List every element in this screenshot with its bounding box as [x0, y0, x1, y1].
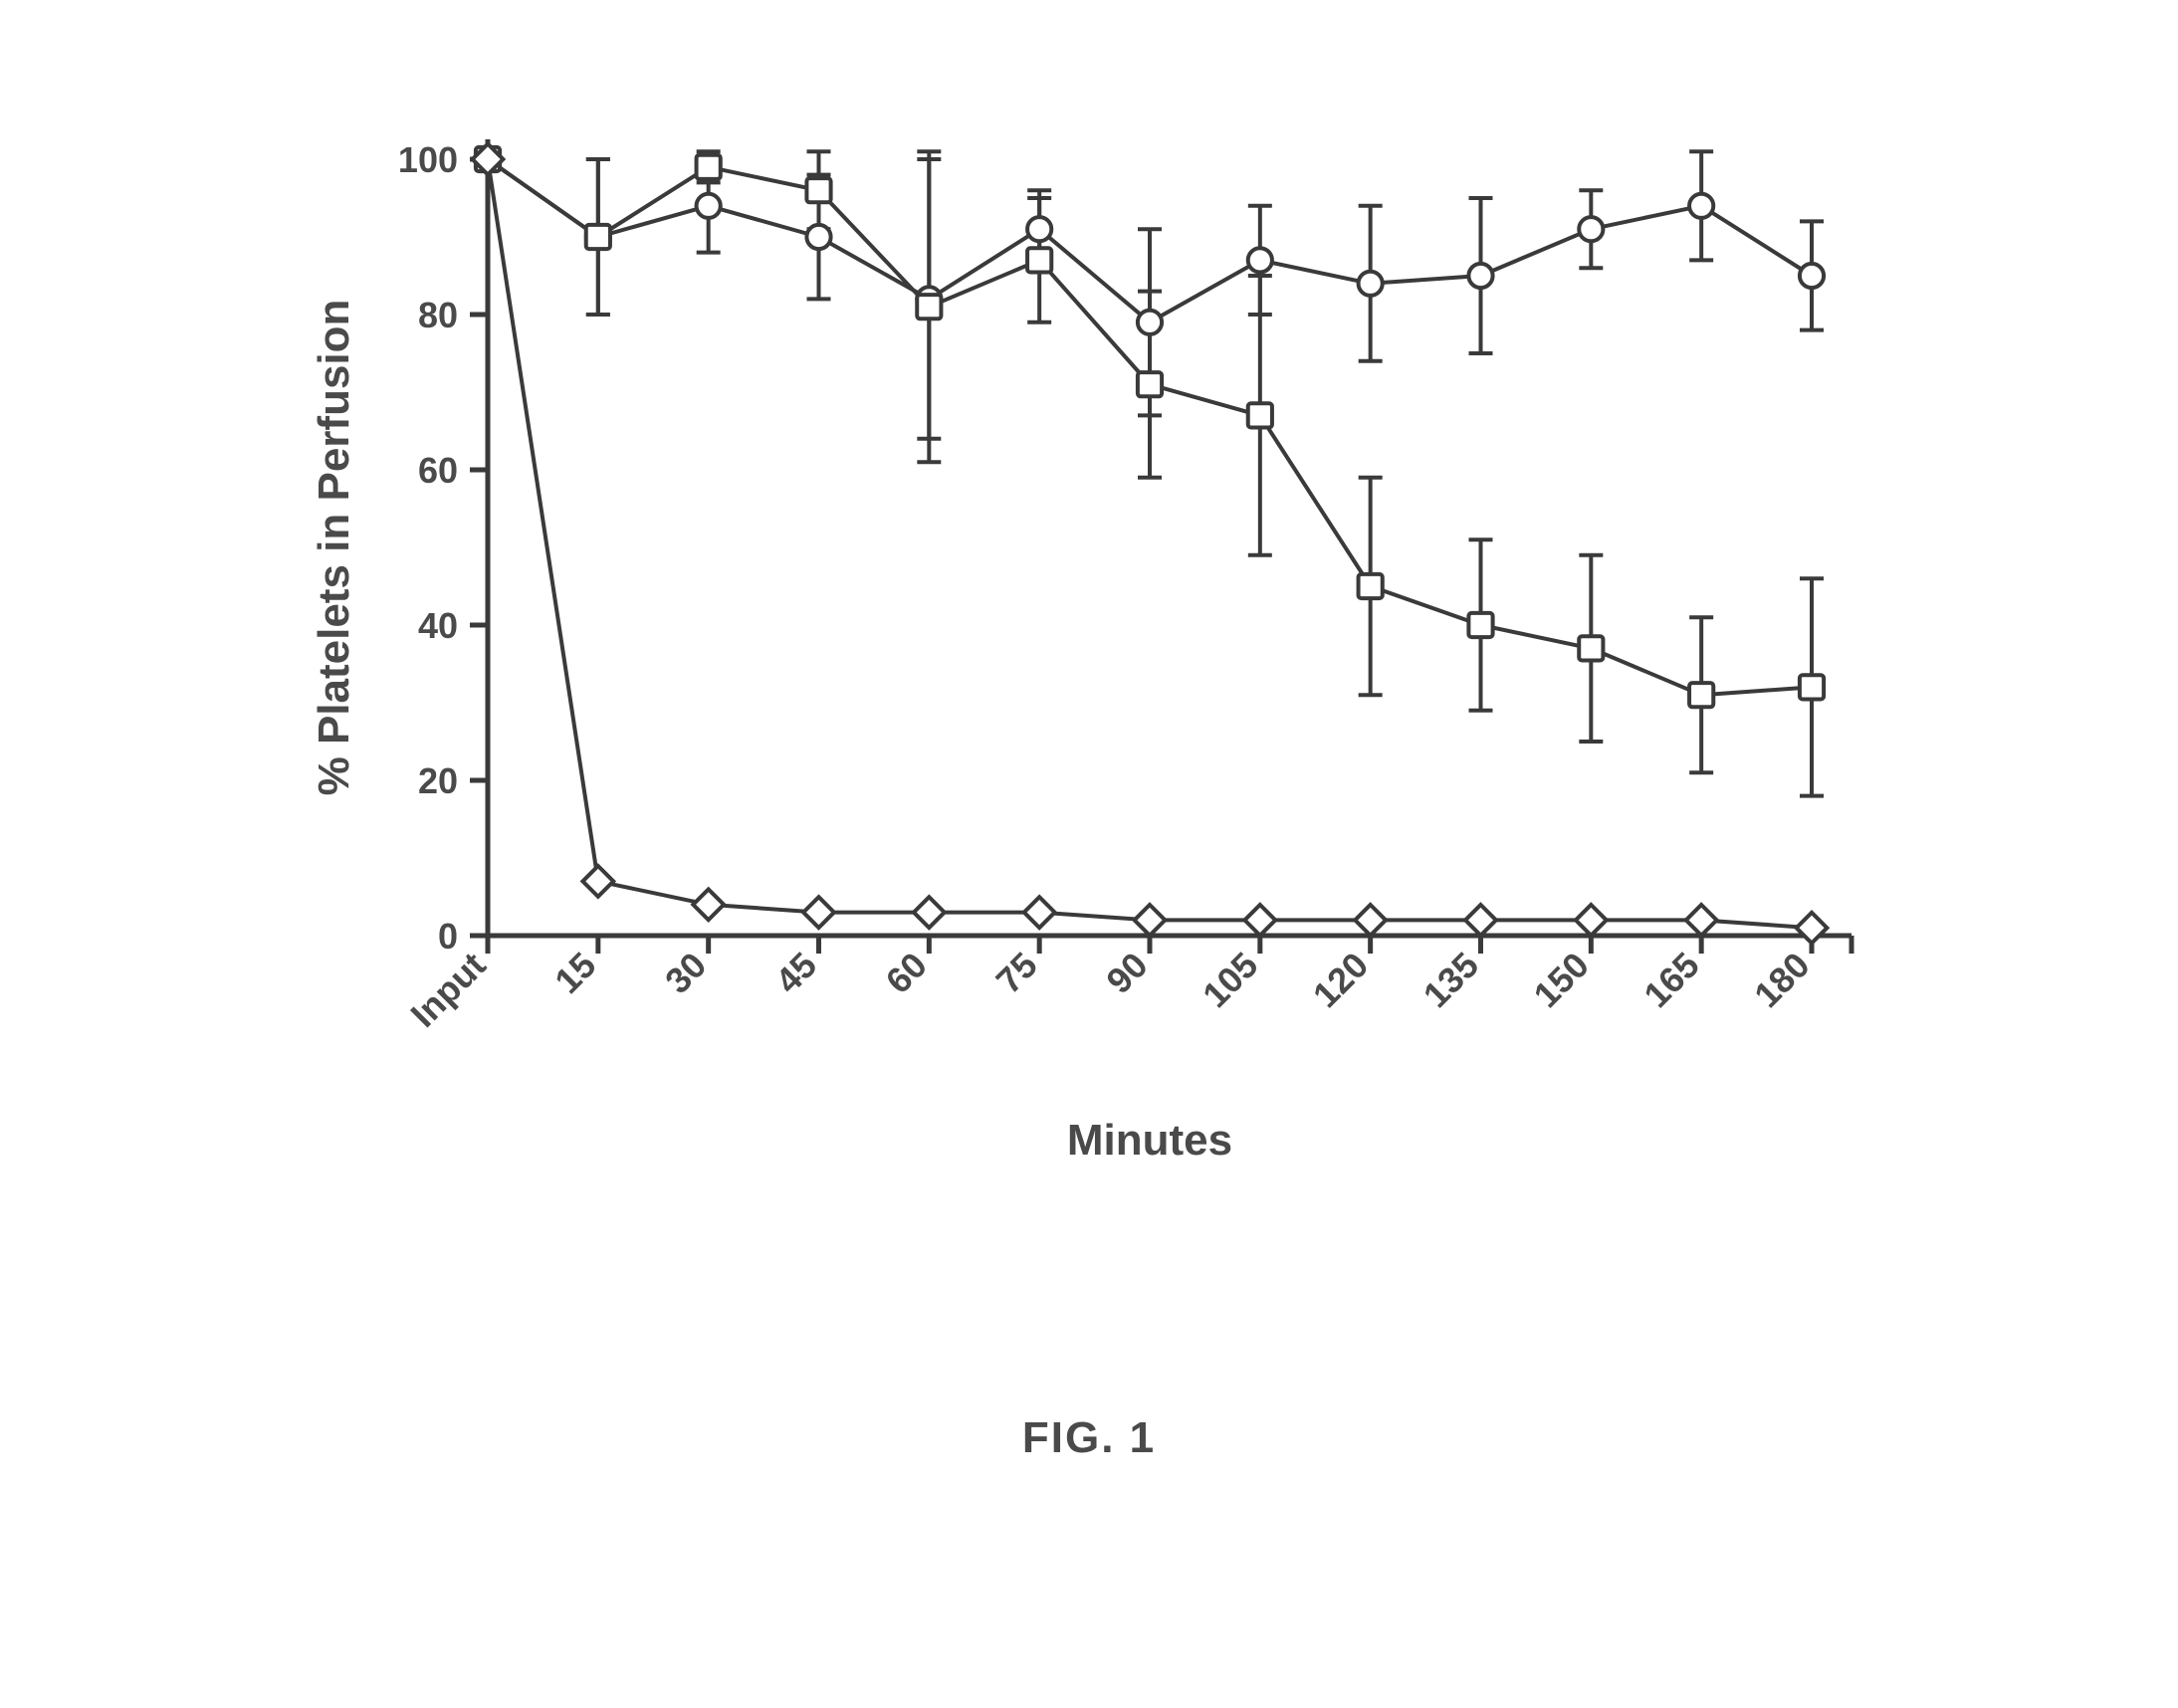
x-tick-label: 150 [1526, 945, 1597, 1015]
diamond-marker [1244, 905, 1275, 936]
y-tick-label: 0 [438, 916, 458, 957]
diamond-marker [914, 897, 945, 928]
x-tick-label: Input [402, 945, 493, 1035]
diamond-marker [1797, 913, 1828, 944]
square-marker [917, 295, 941, 319]
x-tick-label: 60 [878, 945, 935, 1001]
x-tick-label: 135 [1416, 945, 1486, 1015]
diamond-marker [1135, 905, 1166, 936]
circle-marker [1689, 194, 1713, 218]
x-tick-label: 120 [1305, 945, 1376, 1015]
y-axis-label: % Platelets in Perfusion [310, 300, 358, 796]
circle-marker [1579, 217, 1603, 241]
diamond-marker [693, 889, 724, 920]
diamond-marker [1024, 897, 1055, 928]
circle-marker [1138, 311, 1162, 334]
square-marker [1579, 636, 1603, 660]
circle-marker [1359, 272, 1383, 296]
square-marker [697, 155, 721, 179]
diamond-marker [803, 897, 834, 928]
diamond-marker [582, 866, 613, 897]
x-tick-label: 15 [546, 945, 603, 1001]
x-tick-label: 165 [1635, 945, 1706, 1015]
diamond-marker [1355, 905, 1386, 936]
x-tick-label: 180 [1746, 945, 1817, 1015]
square-marker [1138, 372, 1162, 396]
square-marker [1027, 248, 1051, 272]
errorbars-layer [586, 151, 1824, 795]
figure-caption: FIG. 1 [0, 1413, 2178, 1463]
chart-svg: 0 20 40 60 80 100 Input 15 30 45 60 75 90 105 120 135 15… [299, 119, 1871, 1194]
circle-marker [1800, 264, 1824, 288]
y-tick-label: 80 [418, 295, 458, 335]
diamond-marker [1686, 905, 1717, 936]
square-marker [1248, 403, 1272, 427]
square-marker [1689, 683, 1713, 707]
circle-marker [1248, 248, 1272, 272]
x-tick-label: 30 [657, 945, 714, 1001]
x-tick-label: 90 [1098, 945, 1155, 1001]
circle-marker [806, 225, 830, 249]
square-marker [1468, 613, 1492, 637]
chart-container: 0 20 40 60 80 100 Input 15 30 45 60 75 90 105 120 135 15… [299, 119, 1871, 1194]
diamond-marker [1576, 905, 1607, 936]
square-marker [1800, 675, 1824, 699]
circle-marker [1027, 217, 1051, 241]
y-tick-label: 60 [418, 450, 458, 491]
circle-marker [697, 194, 721, 218]
y-tick-label: 40 [418, 605, 458, 646]
x-axis-label: Minutes [1067, 1116, 1232, 1165]
y-tick-label: 100 [398, 139, 458, 180]
circle-marker [1468, 264, 1492, 288]
square-marker [1359, 574, 1383, 598]
page-root: 0 20 40 60 80 100 Input 15 30 45 60 75 90 105 120 135 15… [0, 0, 2178, 1708]
x-tick-label: 45 [767, 945, 824, 1001]
square-marker [806, 178, 830, 202]
x-tick-label: 105 [1195, 945, 1265, 1015]
square-marker [586, 225, 610, 249]
x-tick-label: 75 [988, 945, 1045, 1001]
y-tick-label: 20 [418, 760, 458, 801]
diamond-marker [1465, 905, 1496, 936]
